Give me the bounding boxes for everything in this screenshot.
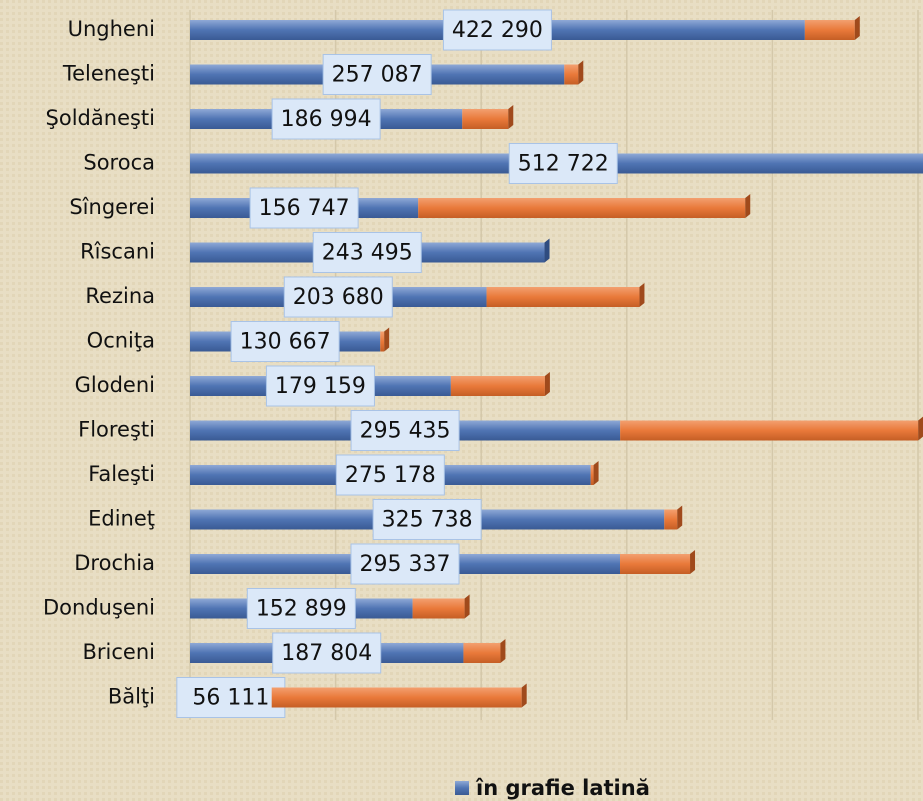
value-label: 179 159 [275, 374, 366, 399]
category-label: Ungheni [68, 17, 155, 41]
bar-segment [664, 509, 678, 530]
bar-end [544, 238, 550, 263]
bar-segment [271, 687, 522, 708]
category-label: Rezina [85, 284, 155, 308]
bar-end [500, 639, 506, 663]
value-label: 56 111 [192, 686, 269, 711]
bar-end [639, 283, 645, 307]
category-label: Glodeni [75, 373, 155, 397]
value-label-box [246, 588, 356, 629]
bar-end [464, 594, 470, 619]
value-label-box [508, 143, 618, 184]
bar-end [544, 372, 550, 396]
value-label: 325 738 [382, 508, 473, 533]
value-label-box [442, 9, 552, 51]
bar-segment [463, 643, 501, 663]
category-label: Soroca [83, 151, 155, 175]
bar-end [593, 461, 599, 485]
value-label: 422 290 [452, 18, 543, 43]
category-label: Rîscani [80, 240, 155, 264]
bar-segment [804, 20, 855, 40]
bar-end [384, 327, 390, 352]
value-label: 203 680 [293, 285, 384, 310]
bar-segment [418, 198, 746, 218]
bar-end [677, 505, 683, 530]
category-label: Teleneşti [62, 62, 155, 86]
value-label-box [372, 499, 482, 540]
category-label: Ocniţa [87, 329, 155, 353]
value-label: 295 435 [360, 419, 451, 444]
value-label: 130 667 [240, 330, 331, 355]
legend-swatch [455, 781, 469, 795]
value-label-box [249, 187, 359, 229]
value-label-box [271, 98, 381, 140]
value-label: 295 337 [360, 552, 451, 577]
bar-segment [380, 331, 385, 352]
bar-end [854, 16, 860, 40]
value-label-box [335, 454, 445, 496]
bar-segment [486, 287, 640, 307]
bar-segment [450, 376, 545, 396]
value-label: 257 087 [332, 63, 423, 88]
bar-end [578, 60, 584, 85]
value-label-box [322, 54, 432, 95]
value-label: 512 722 [518, 152, 609, 177]
bar-segment [620, 420, 919, 441]
bar-end [918, 416, 923, 441]
bar-segment [620, 554, 691, 574]
value-label-box [265, 365, 375, 407]
category-label: Sîngerei [69, 195, 155, 219]
value-label-box [350, 543, 460, 585]
bar-segment [462, 109, 509, 129]
bar-end [745, 194, 751, 218]
bar-end [508, 105, 514, 129]
category-label: Donduşeni [43, 596, 155, 620]
legend-label: în grafie latină [475, 776, 650, 800]
value-label-box [176, 677, 286, 718]
category-label: Edineţ [88, 507, 155, 531]
category-label: Bălţi [108, 685, 155, 709]
value-label: 152 899 [256, 597, 347, 622]
value-label-box [230, 321, 340, 362]
category-label: Faleşti [88, 462, 155, 486]
category-label: Şoldăneşti [46, 106, 155, 130]
bar-segment [412, 598, 465, 619]
category-label: Drochia [74, 551, 155, 575]
value-label-box [272, 632, 382, 674]
value-label: 156 747 [259, 196, 350, 221]
value-label-box [312, 232, 422, 273]
value-label-box [283, 276, 393, 318]
bar-end [690, 550, 696, 574]
value-label: 275 178 [345, 463, 436, 488]
value-label: 243 495 [322, 241, 413, 266]
value-label: 186 994 [281, 107, 372, 132]
value-label: 187 804 [281, 641, 372, 666]
value-label-box [350, 410, 460, 451]
bar-segment [564, 64, 579, 85]
category-label: Briceni [83, 640, 156, 664]
bar-end [521, 683, 527, 708]
bar-segment [590, 465, 594, 485]
category-label: Floreşti [78, 418, 155, 442]
